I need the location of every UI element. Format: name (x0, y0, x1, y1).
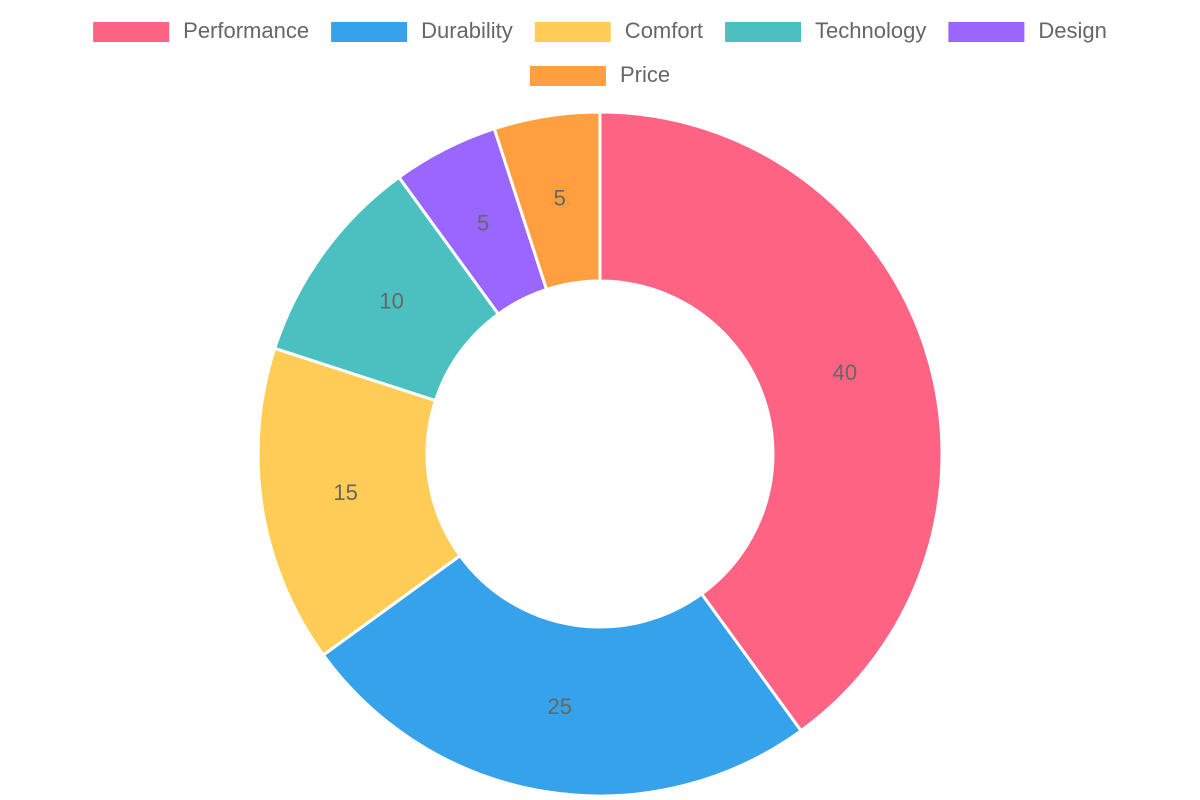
slice (321, 553, 804, 798)
legend-label: Durability (421, 18, 513, 43)
legend-swatch (331, 22, 408, 42)
legend-item: Design (948, 18, 1107, 43)
data-label: 5 (554, 185, 566, 210)
legend-item: Durability (331, 18, 513, 43)
legend-swatch (948, 22, 1025, 42)
slice (256, 346, 463, 658)
legend-swatch (725, 22, 802, 42)
data-label: 40 (833, 360, 857, 385)
legend-item: Comfort (534, 18, 703, 43)
legend-label: Price (620, 62, 670, 87)
data-label: 5 (477, 210, 489, 235)
legend-label: Design (1038, 18, 1106, 43)
legend-swatch (534, 22, 611, 42)
data-label: 15 (333, 480, 357, 505)
data-label: 10 (379, 288, 403, 313)
legend-label: Comfort (625, 18, 703, 43)
legend-item: Price (529, 62, 670, 87)
legend-label: Performance (183, 18, 309, 43)
legend-label: Technology (815, 18, 926, 43)
slice (492, 110, 602, 292)
legend-swatch (93, 22, 170, 42)
slice (598, 110, 944, 733)
data-label: 25 (547, 694, 571, 719)
legend-item: Performance (93, 18, 309, 43)
legend-swatch (529, 66, 606, 86)
legend-item: Technology (725, 18, 926, 43)
